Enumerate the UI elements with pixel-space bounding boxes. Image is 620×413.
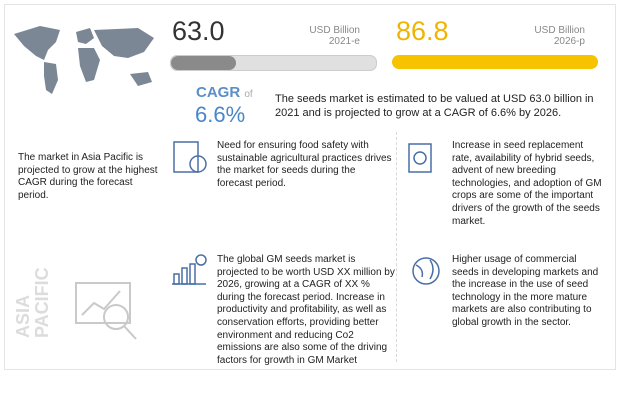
point: Increase in seed replacement rate, avail… — [452, 140, 602, 227]
cagr: CAGR — [196, 84, 241, 101]
world-map — [14, 26, 154, 94]
icon — [173, 141, 207, 173]
year: 2021-e — [328, 36, 360, 47]
unit-label: USD Billion — [309, 25, 360, 36]
year: 2026-p — [553, 36, 585, 47]
unit: USD Billion 2021-e — [290, 25, 360, 47]
region-note: The market in Asia Pacific is projected … — [18, 152, 158, 201]
unit: USD Billion 2026-p — [515, 25, 585, 47]
frame — [4, 4, 616, 370]
cagr-label: CAGR of — [196, 84, 253, 101]
divider — [396, 132, 398, 362]
value-2021: 63.0 — [172, 16, 225, 46]
bar-2026 — [392, 55, 598, 69]
point: Need for ensuring food safety with susta… — [217, 140, 392, 189]
bar-2021 — [170, 55, 377, 71]
unit-label: USD Billion — [534, 25, 585, 36]
icon — [172, 254, 207, 285]
summary: The seeds market is estimated to be valu… — [275, 93, 594, 119]
point: The global GM seeds market is projected … — [217, 254, 395, 366]
icon — [412, 257, 440, 285]
point: Higher usage of commercial seeds in deve… — [452, 254, 599, 328]
bar-fill — [171, 56, 236, 70]
watermark: ASIA PACIFIC — [13, 267, 52, 338]
analysis-icon — [75, 282, 137, 340]
value-2026: 86.8 — [396, 16, 449, 46]
cagr-value: 6.6% — [195, 102, 246, 127]
cagr-of: of — [244, 89, 253, 100]
icon — [408, 143, 432, 173]
